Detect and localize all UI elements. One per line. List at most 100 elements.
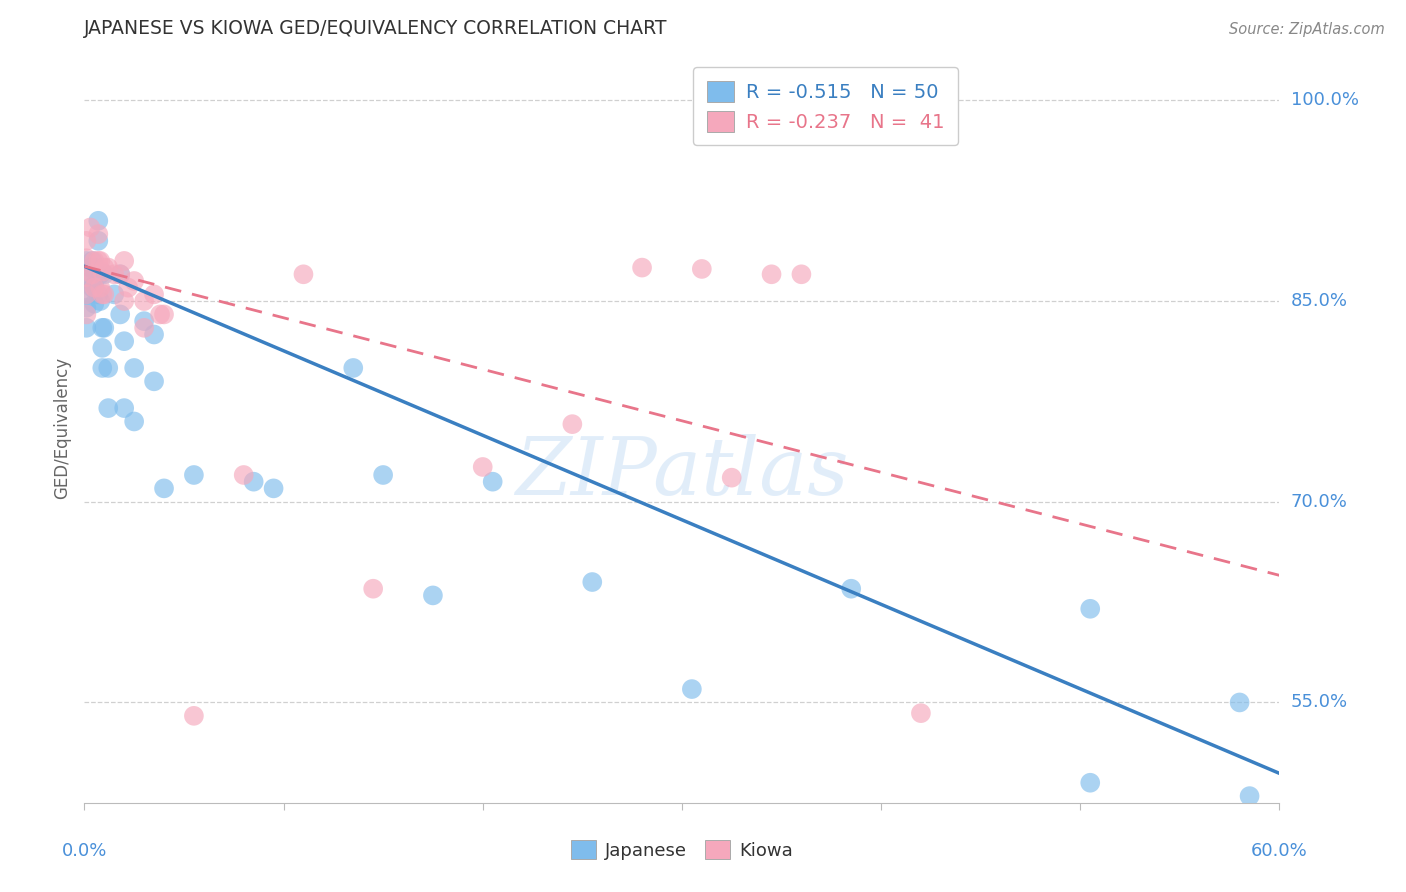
- Point: [97, 260, 120, 275]
- Point: [143, 327, 166, 342]
- Point: [110, 268, 132, 282]
- Point: [89, 280, 111, 294]
- Point: [79, 220, 101, 235]
- Text: 0.0%: 0.0%: [62, 842, 107, 860]
- Point: [97, 360, 120, 375]
- Point: [681, 681, 703, 696]
- Point: [91, 341, 114, 355]
- Point: [1078, 602, 1101, 616]
- Point: [122, 274, 145, 288]
- Point: [292, 268, 315, 282]
- Point: [83, 280, 105, 294]
- Point: [112, 401, 135, 416]
- Point: [83, 278, 105, 293]
- Point: [82, 268, 104, 282]
- Point: [87, 253, 110, 268]
- Point: [91, 360, 114, 375]
- Point: [82, 280, 104, 294]
- Point: [75, 287, 97, 301]
- Point: [910, 706, 932, 721]
- Point: [93, 321, 115, 335]
- Text: 55.0%: 55.0%: [1291, 693, 1348, 712]
- Point: [91, 264, 114, 278]
- Point: [83, 253, 105, 268]
- Point: [183, 708, 205, 723]
- Point: [75, 234, 97, 248]
- Point: [112, 294, 135, 309]
- Point: [342, 360, 364, 375]
- Point: [422, 589, 444, 603]
- Point: [91, 321, 114, 335]
- Point: [110, 308, 132, 322]
- Point: [631, 260, 654, 275]
- Point: [117, 280, 139, 294]
- Point: [75, 253, 97, 268]
- Text: 60.0%: 60.0%: [1251, 842, 1308, 860]
- Point: [561, 417, 583, 431]
- Point: [87, 234, 110, 248]
- Point: [83, 260, 105, 275]
- Point: [183, 467, 205, 482]
- Point: [87, 213, 110, 227]
- Point: [1078, 776, 1101, 790]
- Point: [122, 414, 145, 429]
- Point: [1229, 695, 1251, 709]
- Y-axis label: GED/Equivalency: GED/Equivalency: [53, 357, 72, 500]
- Point: [690, 262, 713, 277]
- Text: ZIPatlas: ZIPatlas: [515, 434, 849, 512]
- Legend: Japanese, Kiowa: Japanese, Kiowa: [561, 830, 803, 869]
- Point: [103, 268, 125, 282]
- Point: [581, 574, 603, 589]
- Point: [87, 227, 110, 241]
- Point: [761, 268, 783, 282]
- Point: [132, 321, 156, 335]
- Point: [361, 582, 384, 596]
- Point: [93, 268, 115, 282]
- Point: [149, 308, 172, 322]
- Point: [97, 401, 120, 416]
- Point: [143, 375, 166, 389]
- Point: [79, 274, 101, 288]
- Point: [82, 253, 104, 268]
- Point: [75, 269, 97, 284]
- Point: [720, 471, 742, 485]
- Point: [839, 582, 862, 596]
- Point: [790, 268, 813, 282]
- Point: [91, 287, 114, 301]
- Point: [75, 308, 97, 322]
- Text: 70.0%: 70.0%: [1291, 492, 1347, 511]
- Point: [471, 460, 494, 475]
- Point: [232, 467, 254, 482]
- Text: 85.0%: 85.0%: [1291, 292, 1347, 310]
- Point: [1239, 789, 1261, 804]
- Text: 100.0%: 100.0%: [1291, 91, 1358, 110]
- Point: [132, 294, 156, 309]
- Point: [373, 467, 395, 482]
- Point: [153, 308, 176, 322]
- Point: [110, 268, 132, 282]
- Point: [481, 475, 503, 489]
- Point: [87, 287, 110, 301]
- Point: [75, 321, 97, 335]
- Point: [122, 360, 145, 375]
- Text: Source: ZipAtlas.com: Source: ZipAtlas.com: [1229, 22, 1385, 37]
- Text: JAPANESE VS KIOWA GED/EQUIVALENCY CORRELATION CHART: JAPANESE VS KIOWA GED/EQUIVALENCY CORREL…: [84, 19, 668, 38]
- Point: [83, 296, 105, 311]
- Point: [75, 269, 97, 284]
- Point: [820, 87, 842, 101]
- Point: [89, 268, 111, 282]
- Point: [112, 253, 135, 268]
- Point: [153, 482, 176, 496]
- Point: [89, 253, 111, 268]
- Point: [75, 252, 97, 266]
- Point: [89, 294, 111, 309]
- Point: [112, 334, 135, 349]
- Point: [75, 287, 97, 301]
- Point: [79, 260, 101, 275]
- Point: [93, 260, 115, 275]
- Point: [103, 287, 125, 301]
- Point: [242, 475, 264, 489]
- Point: [143, 287, 166, 301]
- Point: [132, 314, 156, 328]
- Point: [93, 287, 115, 301]
